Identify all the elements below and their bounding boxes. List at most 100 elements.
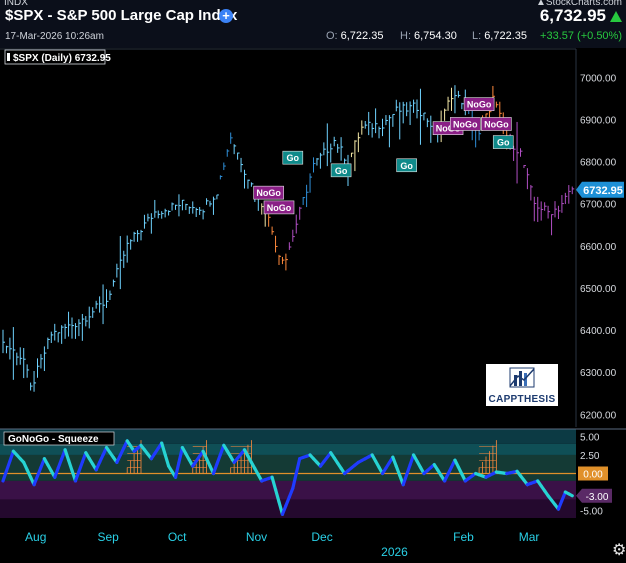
osc-line-segment <box>401 473 409 487</box>
osc-zero-badge <box>578 466 608 481</box>
osc-ytick-label: 2.50 <box>580 451 600 462</box>
nogo-signal-label: NoGo <box>263 200 295 215</box>
osc-zone-go <box>0 443 576 455</box>
osc-line-segment <box>405 463 412 477</box>
go-signal-label: Go <box>396 158 417 173</box>
x-axis-month-label: Dec <box>311 530 332 544</box>
go-signal-label: Go <box>492 135 514 149</box>
gear-icon[interactable]: ⚙ <box>612 542 626 559</box>
header-bar <box>0 0 626 48</box>
x-axis-month-label: Mar <box>519 530 540 544</box>
signal-label-text: NoGo <box>267 203 292 213</box>
osc-line-segment <box>211 462 219 476</box>
signal-label-text: NoGo <box>453 119 478 129</box>
signal-label-text: Go <box>287 153 300 163</box>
price-ytick-label: 6300.00 <box>580 368 617 379</box>
x-axis-month-label: Aug <box>25 530 46 544</box>
signal-label-bg <box>463 97 495 111</box>
signal-label-text: NoGo <box>256 188 281 198</box>
osc-zero-label: 0.00 <box>583 470 603 481</box>
price-ytick-label: 6400.00 <box>580 326 617 337</box>
stockcharts-brand[interactable]: ▲StockCharts.com <box>535 0 622 8</box>
signal-label-bg <box>263 200 295 215</box>
osc-line-segment <box>53 466 60 479</box>
signal-label-bg <box>253 185 284 200</box>
osc-last-badge <box>576 488 612 503</box>
signal-label-text: Go <box>335 166 348 176</box>
logo-text: CAPPTHESIS <box>488 394 556 405</box>
x-axis-month-label: Nov <box>246 530 267 544</box>
last-price: 6,732.95 <box>539 6 606 25</box>
price-ytick-label: 6600.00 <box>580 242 617 253</box>
chart-title: $SPX - S&P 500 Large Cap Index <box>5 7 238 24</box>
high-value: H: 6,754.30 <box>400 30 457 42</box>
signal-label-text: NoGo <box>436 124 461 134</box>
price-ytick-label: 6200.00 <box>580 410 617 421</box>
squeeze-hatch <box>478 440 497 474</box>
price-ytick-label: 6900.00 <box>580 115 617 126</box>
osc-zone-strong-go <box>0 429 576 444</box>
osc-line-segment <box>163 452 171 468</box>
osc-series-title: GoNoGo - Squeeze <box>8 434 99 445</box>
osc-line-segment <box>66 458 74 473</box>
osc-line-segment <box>160 441 167 457</box>
signal-label-text: NoGo <box>467 100 492 110</box>
go-signal-label: Go <box>282 150 304 165</box>
signal-label-bg <box>481 117 512 131</box>
price-ytick-label: 6800.00 <box>580 158 617 169</box>
osc-zone-nogo <box>0 480 576 500</box>
price-legend-swatch <box>7 53 10 61</box>
osc-line-segment <box>394 464 402 478</box>
x-axis-month-label: Oct <box>168 530 187 544</box>
osc-line-segment <box>63 448 71 462</box>
osc-line-segment <box>294 457 302 476</box>
nogo-signal-label: NoGo <box>463 97 495 111</box>
osc-line-segment <box>270 475 278 492</box>
x-axis-month-label: Sep <box>97 530 119 544</box>
osc-last-label: -3.00 <box>586 492 609 503</box>
last-price-badge <box>576 181 624 198</box>
osc-line-segment <box>215 453 222 466</box>
price-ytick-label: 6700.00 <box>580 200 617 211</box>
plus-circle-icon[interactable]: + <box>219 9 233 23</box>
up-arrow-icon <box>610 11 622 22</box>
x-axis-month-label: Feb <box>453 530 474 544</box>
price-series-title: $SPX (Daily) 6732.95 <box>13 53 111 64</box>
signal-label-text: Go <box>497 138 510 148</box>
exchange-label: INDX <box>4 0 28 8</box>
signal-label-text: NoGo <box>484 119 509 129</box>
price-ytick-label: 7000.00 <box>580 73 617 84</box>
nogo-signal-label: NoGo <box>481 117 512 131</box>
osc-line-segment <box>173 460 181 479</box>
osc-line-segment <box>1 469 9 483</box>
osc-ytick-label: 5.00 <box>580 432 600 443</box>
low-value: L: 6,722.35 <box>472 30 528 42</box>
cappthesis-logo: CAPPTHESIS <box>486 364 558 406</box>
osc-zone-strong-nogo <box>0 499 576 518</box>
osc-line-segment <box>567 492 574 498</box>
datetime-label: 17-Mar-2026 10:26am <box>5 31 104 42</box>
osc-line-segment <box>4 459 12 473</box>
bar-chart-logo-icon <box>509 367 535 388</box>
price-ytick-label: 6500.00 <box>580 284 617 295</box>
osc-line-segment <box>291 471 298 490</box>
nogo-signal-label: NoGo <box>253 185 284 200</box>
osc-line-segment <box>273 487 281 504</box>
signal-label-bg <box>330 163 352 178</box>
signal-label-bg <box>449 117 481 131</box>
go-signal-label: Go <box>330 163 352 178</box>
osc-line-segment <box>391 455 398 468</box>
osc-line-segment <box>73 469 81 483</box>
last-price-badge-label: 6732.95 <box>583 185 623 197</box>
signal-label-bg <box>282 150 304 165</box>
osc-ytick-label: -5.00 <box>580 507 603 518</box>
osc-line-segment <box>77 460 84 474</box>
osc-line-segment <box>56 457 64 470</box>
signal-label-bg <box>492 135 514 149</box>
price-legend-box <box>4 49 106 65</box>
price-change: +33.57 (+0.50%) <box>540 30 622 42</box>
osc-legend-box <box>3 431 115 446</box>
signal-label-bg <box>396 158 417 173</box>
x-axis-year-label: 2026 <box>381 545 408 559</box>
